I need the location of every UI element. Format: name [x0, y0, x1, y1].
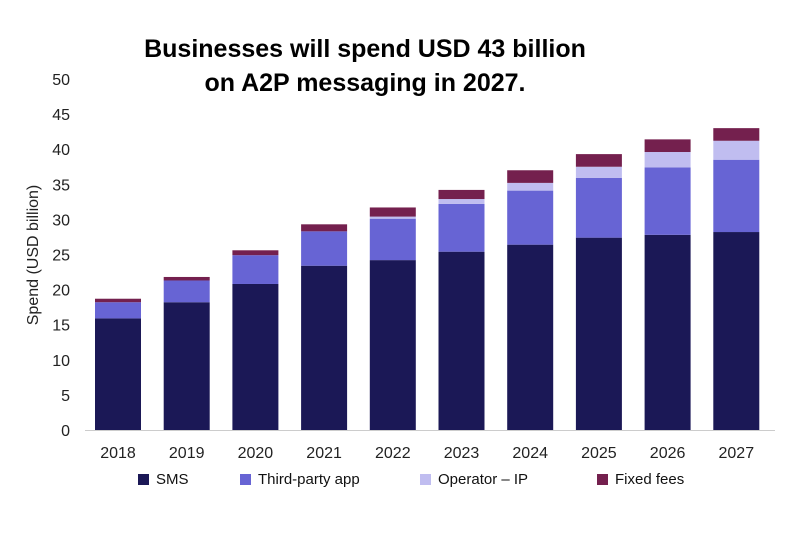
bar-segment-operator-ip-2025	[575, 166, 622, 178]
x-tick-label: 2023	[444, 445, 480, 462]
y-tick-label: 0	[61, 423, 70, 440]
legend-item: Operator – IP	[420, 471, 528, 488]
bar-segment-third-party-app-2026	[644, 167, 691, 235]
x-tick-label: 2024	[512, 445, 548, 462]
bar-segment-fixed-fees-2024	[507, 170, 554, 183]
bar-segment-third-party-app-2019	[163, 280, 210, 303]
legend-item: SMS	[138, 471, 189, 488]
x-tick-label: 2020	[238, 445, 274, 462]
chart-title-line-2: on A2P messaging in 2027.	[204, 69, 526, 97]
bar-segment-sms-2019	[163, 302, 210, 430]
x-tick-label: 2025	[581, 445, 617, 462]
bar-segment-operator-ip-2027	[713, 140, 760, 160]
bar-segment-sms-2021	[301, 265, 348, 430]
x-tick-label: 2022	[375, 445, 411, 462]
y-tick-label: 20	[52, 283, 70, 300]
bar-segment-sms-2020	[232, 283, 279, 430]
legend-label: Operator – IP	[438, 471, 529, 488]
bar-segment-operator-ip-2023	[438, 199, 485, 204]
bar-segment-fixed-fees-2025	[575, 154, 622, 167]
legend-swatch	[597, 474, 608, 485]
chart-title-line-1: Businesses will spend USD 43 billion	[144, 35, 586, 63]
bar-segment-operator-ip-2026	[644, 152, 691, 168]
x-tick-label: 2026	[650, 445, 686, 462]
legend-item: Fixed fees	[597, 471, 684, 488]
y-axis-label: Spend (USD billion)	[25, 185, 42, 326]
y-tick-label: 50	[52, 72, 70, 89]
bar-segment-fixed-fees-2018	[95, 298, 141, 303]
bar-segment-sms-2023	[438, 251, 485, 430]
legend-swatch	[240, 474, 251, 485]
bar-segment-third-party-app-2022	[369, 218, 416, 261]
y-tick-label: 25	[52, 248, 70, 265]
x-tick-label: 2021	[306, 445, 342, 462]
bar-segment-sms-2018	[95, 318, 141, 430]
bar-segment-fixed-fees-2027	[713, 128, 760, 141]
bar-segment-sms-2027	[713, 232, 760, 430]
legend-label: Fixed fees	[615, 471, 685, 488]
bar-segment-third-party-app-2024	[507, 190, 554, 245]
bar-segment-third-party-app-2027	[713, 159, 760, 233]
y-tick-label: 40	[52, 142, 70, 159]
bar-segment-fixed-fees-2022	[369, 207, 416, 217]
bar-segment-sms-2024	[507, 244, 554, 430]
x-tick-label: 2019	[169, 445, 205, 462]
bar-segment-fixed-fees-2021	[301, 224, 348, 232]
legend-swatch	[420, 474, 431, 485]
bar-segment-sms-2025	[575, 237, 622, 430]
y-tick-label: 15	[52, 318, 70, 335]
bar-segment-fixed-fees-2019	[163, 276, 210, 281]
y-tick-label: 35	[52, 177, 70, 194]
bar-segment-third-party-app-2025	[575, 177, 622, 238]
bar-segment-fixed-fees-2023	[438, 189, 485, 200]
legend-label: Third-party app	[258, 471, 360, 488]
y-tick-label: 30	[52, 212, 70, 229]
bar-segment-fixed-fees-2020	[232, 250, 279, 256]
legend-item: Third-party app	[240, 471, 360, 488]
chart-title: Businesses will spend USD 43 billion on …	[100, 32, 630, 100]
bar-segment-operator-ip-2024	[507, 182, 554, 191]
legend-swatch	[138, 474, 149, 485]
y-tick-label: 5	[61, 388, 70, 405]
bar-segment-sms-2022	[369, 260, 416, 430]
bar-segment-fixed-fees-2026	[644, 139, 691, 153]
legend-label: SMS	[156, 471, 189, 488]
x-tick-label: 2027	[719, 445, 755, 462]
bar-segment-third-party-app-2021	[301, 231, 348, 266]
bar-segment-third-party-app-2020	[232, 255, 279, 284]
bar-segment-sms-2026	[644, 234, 691, 430]
bar-segment-third-party-app-2018	[95, 302, 141, 319]
bar-segment-third-party-app-2023	[438, 203, 485, 252]
y-tick-label: 45	[52, 107, 70, 124]
bar-segment-operator-ip-2022	[369, 216, 416, 219]
x-tick-label: 2018	[100, 445, 136, 462]
y-tick-label: 10	[52, 353, 70, 370]
